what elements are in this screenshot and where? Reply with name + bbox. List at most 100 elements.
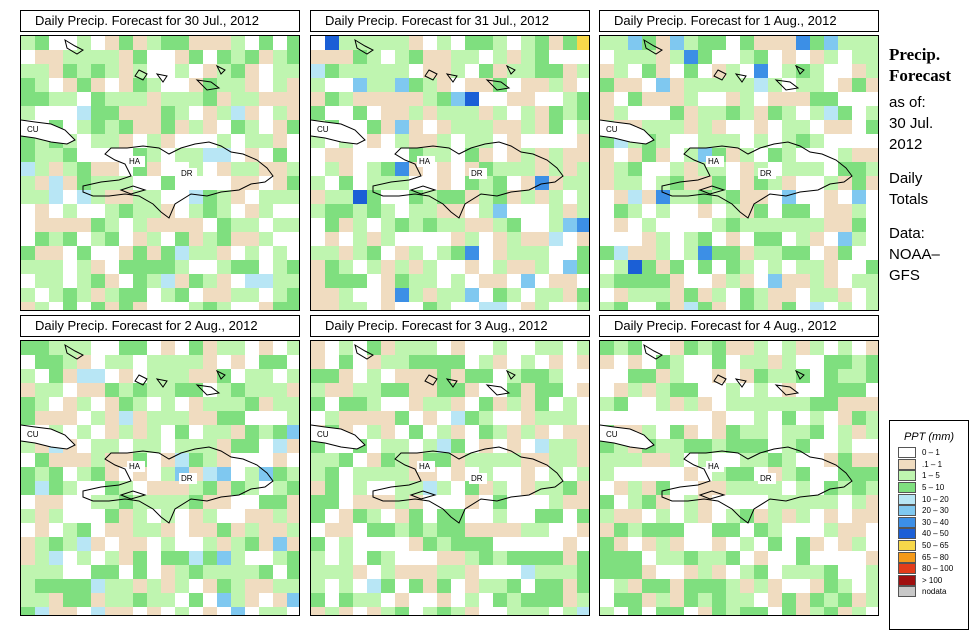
precip-cell xyxy=(325,383,339,397)
precip-cell xyxy=(628,36,642,50)
precip-cell xyxy=(698,565,712,579)
precip-cell xyxy=(367,176,381,190)
precip-cell xyxy=(49,383,63,397)
precip-cell xyxy=(521,50,535,64)
precip-cell xyxy=(409,36,423,50)
precip-cell xyxy=(161,260,175,274)
precip-cell xyxy=(273,148,287,162)
precip-cell xyxy=(726,92,740,106)
precip-cell xyxy=(838,383,852,397)
precip-cell xyxy=(768,106,782,120)
precip-cell xyxy=(63,579,77,593)
precip-cell xyxy=(437,579,451,593)
precip-cell xyxy=(409,397,423,411)
precip-cell xyxy=(91,453,105,467)
precip-cell xyxy=(147,232,161,246)
precip-cell xyxy=(754,218,768,232)
precip-cell xyxy=(465,288,479,302)
precip-cell xyxy=(712,106,726,120)
precip-cell xyxy=(245,120,259,134)
precip-cell xyxy=(493,50,507,64)
precip-cell xyxy=(535,190,549,204)
precip-cell xyxy=(259,579,273,593)
precip-cell xyxy=(437,106,451,120)
precip-cell xyxy=(782,565,796,579)
precip-cell xyxy=(754,425,768,439)
precip-cell xyxy=(217,190,231,204)
precip-cell xyxy=(563,204,577,218)
precip-cell xyxy=(521,36,535,50)
precip-cell xyxy=(63,148,77,162)
precip-cell xyxy=(105,411,119,425)
precip-cell xyxy=(824,274,838,288)
precip-cell xyxy=(740,467,754,481)
precip-cell xyxy=(409,260,423,274)
precip-cell xyxy=(656,134,670,148)
precip-cell xyxy=(493,341,507,355)
precip-cell xyxy=(782,593,796,607)
precip-cell xyxy=(339,523,353,537)
precip-cell xyxy=(105,481,119,495)
precip-cell xyxy=(133,288,147,302)
precip-cell xyxy=(245,509,259,523)
precip-cell xyxy=(203,36,217,50)
precip-cell xyxy=(35,274,49,288)
legend-swatch xyxy=(898,516,916,528)
precip-cell xyxy=(217,218,231,232)
precip-cell xyxy=(493,106,507,120)
precip-cell xyxy=(712,288,726,302)
precip-cell xyxy=(245,50,259,64)
precip-cell xyxy=(49,274,63,288)
precip-cell xyxy=(217,288,231,302)
precip-cell xyxy=(77,218,91,232)
precip-cell xyxy=(189,523,203,537)
precip-cell xyxy=(796,593,810,607)
precip-cell xyxy=(642,495,656,509)
precip-cell xyxy=(479,148,493,162)
country-label-haiti: HA xyxy=(419,157,431,166)
precip-cell xyxy=(451,341,465,355)
precip-cell xyxy=(339,537,353,551)
precip-cell xyxy=(245,78,259,92)
precip-cell xyxy=(395,260,409,274)
precip-cell xyxy=(175,36,189,50)
precip-cell xyxy=(521,425,535,439)
precip-cell xyxy=(754,288,768,302)
forecast-panel-6: Daily Precip. Forecast for 4 Aug., 2012 … xyxy=(599,315,879,616)
precip-cell xyxy=(311,92,325,106)
precip-cell xyxy=(423,355,437,369)
precip-cell xyxy=(549,551,563,565)
precip-cell xyxy=(684,232,698,246)
precip-cell xyxy=(684,78,698,92)
precip-cell xyxy=(698,246,712,260)
precip-cell xyxy=(381,383,395,397)
precip-cell xyxy=(451,537,465,551)
precip-cell xyxy=(754,341,768,355)
country-label-haiti: HA xyxy=(708,462,720,471)
precip-cell xyxy=(670,355,684,369)
precip-cell xyxy=(245,162,259,176)
precip-cell xyxy=(670,607,684,615)
precip-cell xyxy=(325,523,339,537)
precip-cell xyxy=(479,397,493,411)
precip-cell xyxy=(577,383,589,397)
precip-cell xyxy=(465,120,479,134)
precip-cell xyxy=(740,106,754,120)
precip-cell xyxy=(726,439,740,453)
precip-cell xyxy=(437,50,451,64)
legend-item: 80 – 100 xyxy=(890,563,968,575)
precip-cell xyxy=(600,148,614,162)
legend-label: 50 – 65 xyxy=(922,541,949,551)
precip-cell xyxy=(768,92,782,106)
precip-cell xyxy=(77,274,91,288)
panel-title: Daily Precip. Forecast for 2 Aug., 2012 xyxy=(20,315,300,337)
precip-cell xyxy=(381,495,395,509)
precip-cell xyxy=(63,369,77,383)
precip-cell xyxy=(381,453,395,467)
precip-cell xyxy=(161,495,175,509)
precip-cell xyxy=(287,92,299,106)
precip-cell xyxy=(852,383,866,397)
precip-cell xyxy=(768,523,782,537)
precip-cell xyxy=(147,260,161,274)
